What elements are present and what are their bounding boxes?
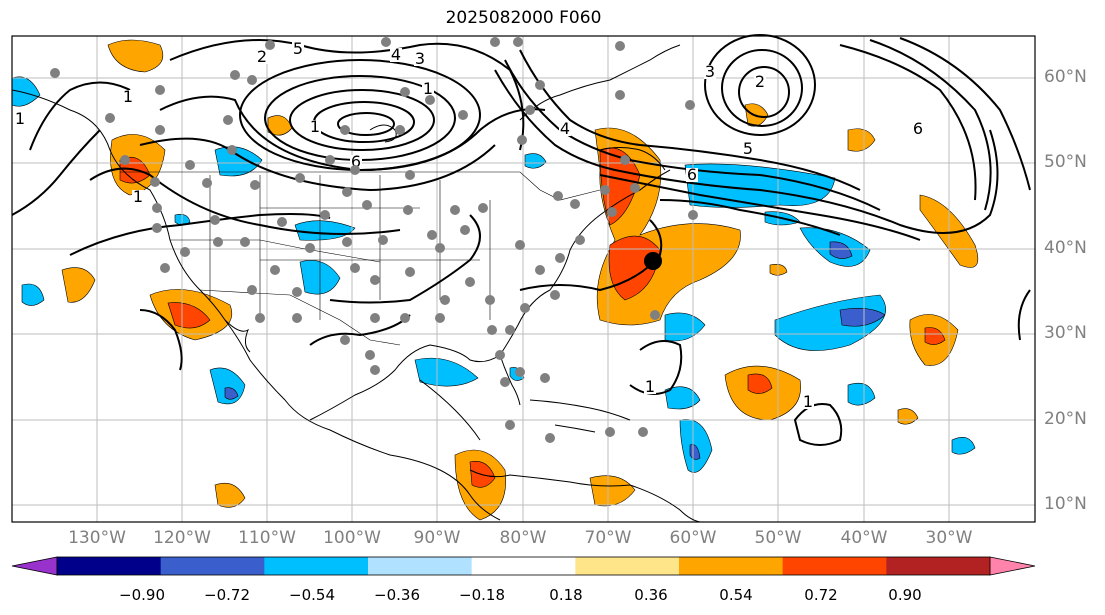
colorbar-tick-label: 0.90 bbox=[888, 586, 922, 604]
colorbar-tick-label: −0.54 bbox=[289, 586, 335, 604]
lon-label: 90°W bbox=[413, 528, 461, 548]
lat-label: 30°N bbox=[1044, 323, 1087, 343]
lon-label: 70°W bbox=[584, 528, 632, 548]
anomaly-neg-patch bbox=[951, 437, 976, 455]
contour-label: 1 bbox=[310, 117, 320, 136]
colorbar-segment bbox=[886, 557, 991, 575]
contour-label: 1 bbox=[645, 377, 655, 396]
lat-label: 60°N bbox=[1044, 67, 1087, 87]
colorbar-segment bbox=[679, 557, 784, 575]
anomaly-pos-patch bbox=[847, 128, 876, 152]
anomaly-neg-patch bbox=[294, 220, 356, 241]
colorbar-segment bbox=[368, 557, 473, 575]
lat-label: 40°N bbox=[1044, 238, 1087, 258]
lon-label: 50°W bbox=[754, 528, 802, 548]
colorbar-tick-label: 0.36 bbox=[634, 586, 668, 604]
lon-label: 40°W bbox=[840, 528, 888, 548]
colorbar-tick-label: −0.18 bbox=[459, 586, 505, 604]
coastlines bbox=[11, 44, 701, 523]
lon-label: 120°W bbox=[153, 528, 211, 548]
station-markers bbox=[50, 37, 698, 443]
contour-label: 4 bbox=[391, 45, 401, 64]
colorbar-tick-label: 0.18 bbox=[549, 586, 583, 604]
contour-label: 3 bbox=[705, 62, 715, 81]
map-title: 2025082000 F060 bbox=[445, 8, 602, 28]
anomaly-pos-patch bbox=[608, 235, 661, 301]
anomaly-neg-patch bbox=[829, 241, 853, 259]
contour-label: 1 bbox=[15, 109, 25, 128]
anomaly-pos-patch bbox=[589, 475, 636, 507]
colorbar-segment bbox=[57, 557, 162, 575]
colorbar-tick-label: −0.36 bbox=[374, 586, 420, 604]
anomaly-neg-patch bbox=[664, 386, 701, 410]
lon-label: 80°W bbox=[499, 528, 547, 548]
anomaly-neg-patch bbox=[224, 387, 239, 400]
lon-label: 110°W bbox=[238, 528, 296, 548]
anomaly-pos-patch bbox=[107, 39, 164, 73]
lon-label: 60°W bbox=[669, 528, 717, 548]
colorbar-segment bbox=[471, 557, 576, 575]
borders bbox=[120, 171, 601, 346]
contour-label: 1 bbox=[123, 87, 133, 106]
colorbar-segment bbox=[160, 557, 265, 575]
anomaly-neg-patch bbox=[839, 308, 886, 327]
lat-label: 10°N bbox=[1044, 494, 1087, 514]
lon-label: 100°W bbox=[323, 528, 381, 548]
colorbar-segment bbox=[782, 557, 887, 575]
lon-label: 30°W bbox=[925, 528, 973, 548]
anomaly-neg-patch bbox=[21, 283, 45, 306]
lat-label: 50°N bbox=[1044, 152, 1087, 172]
colorbar-tick-label: 0.54 bbox=[719, 586, 753, 604]
colorbar bbox=[11, 556, 1036, 576]
colorbar-segment bbox=[575, 557, 680, 575]
contour-label: 1 bbox=[133, 187, 143, 206]
contour-label: 1 bbox=[423, 79, 433, 98]
contour-label: 5 bbox=[293, 39, 303, 58]
black-marker bbox=[644, 252, 662, 270]
anomaly-pos-patch bbox=[214, 482, 246, 508]
contour-label: 2 bbox=[755, 72, 765, 91]
anomaly-neg-patch bbox=[414, 357, 479, 387]
contour-label: 2 bbox=[257, 47, 267, 66]
anomaly-pos-patch bbox=[61, 267, 96, 303]
anomaly-neg-patch bbox=[11, 76, 41, 107]
colorbar-segment bbox=[264, 557, 369, 575]
contour-label: 3 bbox=[415, 49, 425, 68]
contour-label: 4 bbox=[560, 119, 570, 138]
anomaly-pos-patch bbox=[924, 327, 946, 345]
contour-label: 1 bbox=[803, 392, 813, 411]
anomaly-pos-patch bbox=[747, 373, 773, 394]
lat-label: 20°N bbox=[1044, 409, 1087, 429]
contour-label: 6 bbox=[687, 165, 697, 184]
contour-label: 6 bbox=[351, 152, 361, 171]
colorbar-tick-label: −0.72 bbox=[204, 586, 250, 604]
anomaly-neg-patch bbox=[847, 382, 876, 406]
colorbar-tick-label: −0.90 bbox=[119, 586, 165, 604]
contour-label: 5 bbox=[743, 139, 753, 158]
colorbar-tick-label: 0.72 bbox=[804, 586, 838, 604]
anomaly-neg-patch bbox=[524, 153, 547, 169]
lon-label: 130°W bbox=[68, 528, 126, 548]
contour-label: 6 bbox=[913, 119, 923, 138]
